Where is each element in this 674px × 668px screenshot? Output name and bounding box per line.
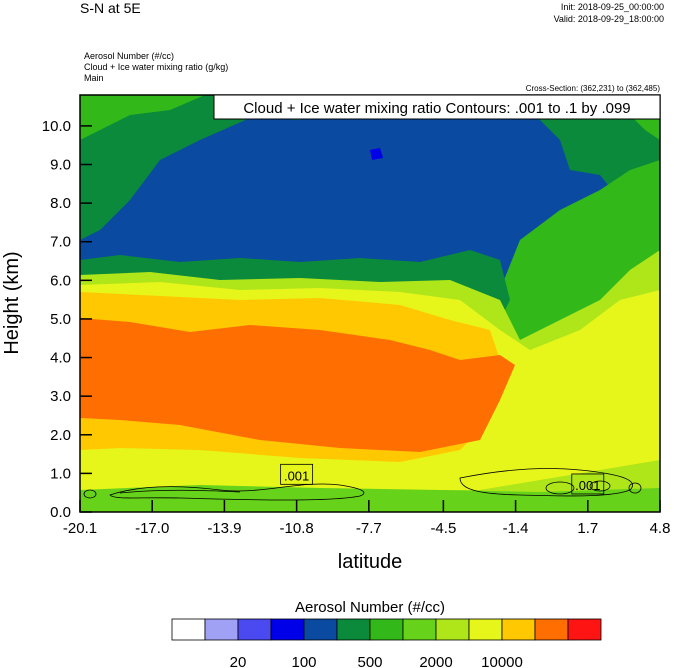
colorbar-swatch (468, 618, 503, 641)
field-label-aerosol: Aerosol Number (#/cc) (84, 51, 175, 61)
y-tick-label: 4.0 (50, 350, 71, 367)
contour-label-box (571, 473, 605, 495)
colorbar-swatch (303, 618, 338, 641)
cross-section-label: Cross-Section: (362,231) to (362,485) (525, 84, 660, 93)
colorbar-swatch (336, 618, 371, 641)
colorbar-labels: 20 100 500 2000 10000 (230, 654, 523, 668)
band-100-200-left (80, 95, 330, 240)
field-label-cloud-ice: Cloud + Ice water mixing ratio (g/kg) (84, 62, 229, 72)
page-title: S-N at 5E (80, 0, 141, 16)
colorbar-swatch (270, 618, 305, 641)
axis-labels: -20.1 -17.0 -13.9 -10.8 -7.7 -4.5 -1.4 1.7 4.8 0.… (42, 118, 671, 537)
colorbar-tick-label: 100 (291, 654, 316, 668)
x-tick-label: -17.0 (135, 520, 169, 537)
init-time: Init: 2018-09-25_00:00:00 (560, 2, 664, 12)
contour-label: .001 (575, 478, 600, 493)
valid-time: Valid: 2018-09-29_18:00:00 (553, 14, 664, 24)
colorbar-swatch (534, 618, 569, 641)
y-tick-label: 7.0 (50, 234, 71, 251)
x-tick-label: -13.9 (207, 520, 241, 537)
band-5000-10000 (80, 318, 515, 452)
x-tick-label: -10.8 (280, 520, 314, 537)
colorbar-tick-label: 2000 (419, 654, 452, 668)
contour-info-box (213, 94, 661, 120)
x-tick-label: 1.7 (577, 520, 598, 537)
x-tick-label: -1.4 (503, 520, 529, 537)
y-tick-label: 3.0 (50, 388, 71, 405)
colorbar-swatch (501, 618, 536, 641)
colorbar-swatch (369, 618, 404, 641)
colorbar-swatch (237, 618, 272, 641)
colorbar-tick-label: 500 (357, 654, 382, 668)
y-tick-label: 1.0 (50, 465, 71, 482)
colorbar-tick-label: 10000 (481, 654, 523, 668)
colorbar (171, 618, 602, 641)
contour-annotations: .001 .001 (280, 463, 605, 495)
y-tick-label: 10.0 (42, 118, 71, 135)
colorbar-tick-label: 20 (230, 654, 247, 668)
contour-label: .001 (284, 468, 309, 483)
x-tick-label: -4.5 (430, 520, 456, 537)
aerosol-shading (80, 95, 660, 512)
axis-ticks (79, 125, 661, 513)
band-200-500-left (80, 95, 205, 140)
y-tick-label: 6.0 (50, 272, 71, 289)
field-label-main: Main (84, 73, 104, 83)
y-tick-label: 8.0 (50, 195, 71, 212)
colorbar-swatch (435, 618, 470, 641)
contour-info-text: Cloud + Ice water mixing ratio Contours:… (243, 100, 630, 117)
x-tick-label: -20.1 (63, 520, 97, 537)
x-axis-title: latitude (338, 551, 403, 573)
y-tick-label: 9.0 (50, 157, 71, 174)
colorbar-swatch (402, 618, 437, 641)
colorbar-swatch (171, 618, 206, 641)
cloud-ice-contours (83, 468, 642, 501)
contour-label-box (280, 463, 314, 485)
colorbar-title: Aerosol Number (#/cc) (295, 599, 445, 616)
colorbar-swatch (567, 618, 602, 641)
y-tick-label: 2.0 (50, 427, 71, 444)
y-tick-label: 0.0 (50, 504, 71, 521)
x-tick-label: 4.8 (650, 520, 671, 537)
y-tick-label: 5.0 (50, 311, 71, 328)
colorbar-swatch (204, 618, 239, 641)
band-0-20-blob (370, 148, 383, 160)
y-axis-title: Height (km) (1, 251, 23, 354)
x-tick-label: -7.7 (356, 520, 382, 537)
